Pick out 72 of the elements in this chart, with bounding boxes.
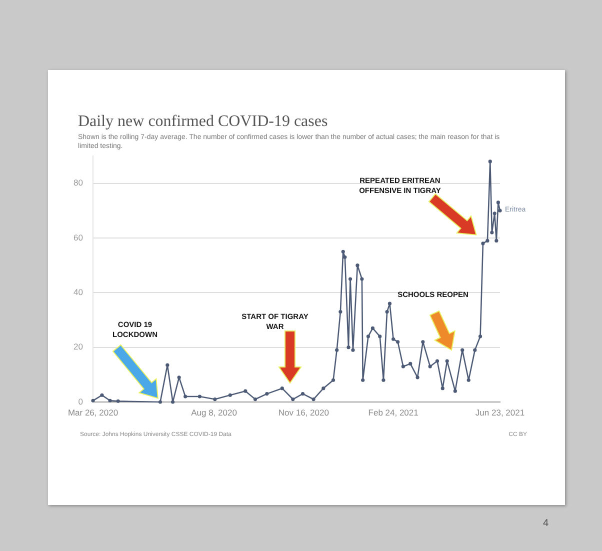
point [478,334,482,338]
point [370,326,374,330]
x-tick-label: Jun 23, 2021 [475,407,525,418]
text: 4 [543,518,549,529]
point [486,238,490,243]
point [348,277,352,281]
point [341,250,345,254]
point [490,230,494,234]
point [378,334,382,338]
y-tick-label: 0 [78,396,84,406]
y-tick-label: 60 [74,232,84,242]
point [300,392,305,396]
point [492,212,496,216]
point [481,242,485,246]
point [466,378,470,382]
point [244,389,248,393]
point [343,255,347,259]
point [382,378,386,382]
point [338,310,342,314]
point [445,359,449,363]
point [184,394,188,398]
y-tick-label: 40 [74,287,84,298]
point [494,238,498,243]
point [213,397,217,402]
point [291,397,295,402]
point [416,376,420,380]
point [228,393,232,397]
point [170,400,175,404]
point [453,389,457,393]
chart-title: Daily new confirmed COVID-19 cases [78,113,328,131]
point [108,398,112,402]
x-tick-label: Mar 26, 2020 [68,407,118,418]
y-tick-label: 80 [74,178,84,188]
point [496,200,500,204]
point [158,400,162,404]
point [396,340,400,344]
point [408,362,412,366]
point [435,359,440,363]
point [198,394,202,398]
point [116,399,120,403]
point [265,392,269,396]
point [331,378,336,382]
point [440,386,444,390]
point [346,346,350,350]
point [177,376,181,380]
point [100,393,104,397]
y-tick-label: 20 [74,342,84,352]
point [392,337,396,341]
point [385,310,389,314]
point [401,364,405,368]
point [361,378,365,382]
point [322,386,326,390]
point [360,277,364,281]
x-tick-label: Nov 16, 2020 [278,407,330,418]
x-tick-label: Aug 8, 2020 [191,407,238,418]
point [460,348,464,352]
point [166,363,170,367]
point [428,364,432,368]
point [312,397,316,402]
point [473,348,477,352]
point [356,264,360,268]
point [280,386,284,390]
x-tick-label: Feb 24, 2021 [368,407,419,418]
point [388,302,392,306]
point [498,208,502,212]
point [91,398,95,402]
point [421,340,425,344]
point [351,348,355,352]
point [253,397,258,402]
point [335,348,339,352]
point [488,160,492,164]
point [366,334,370,338]
